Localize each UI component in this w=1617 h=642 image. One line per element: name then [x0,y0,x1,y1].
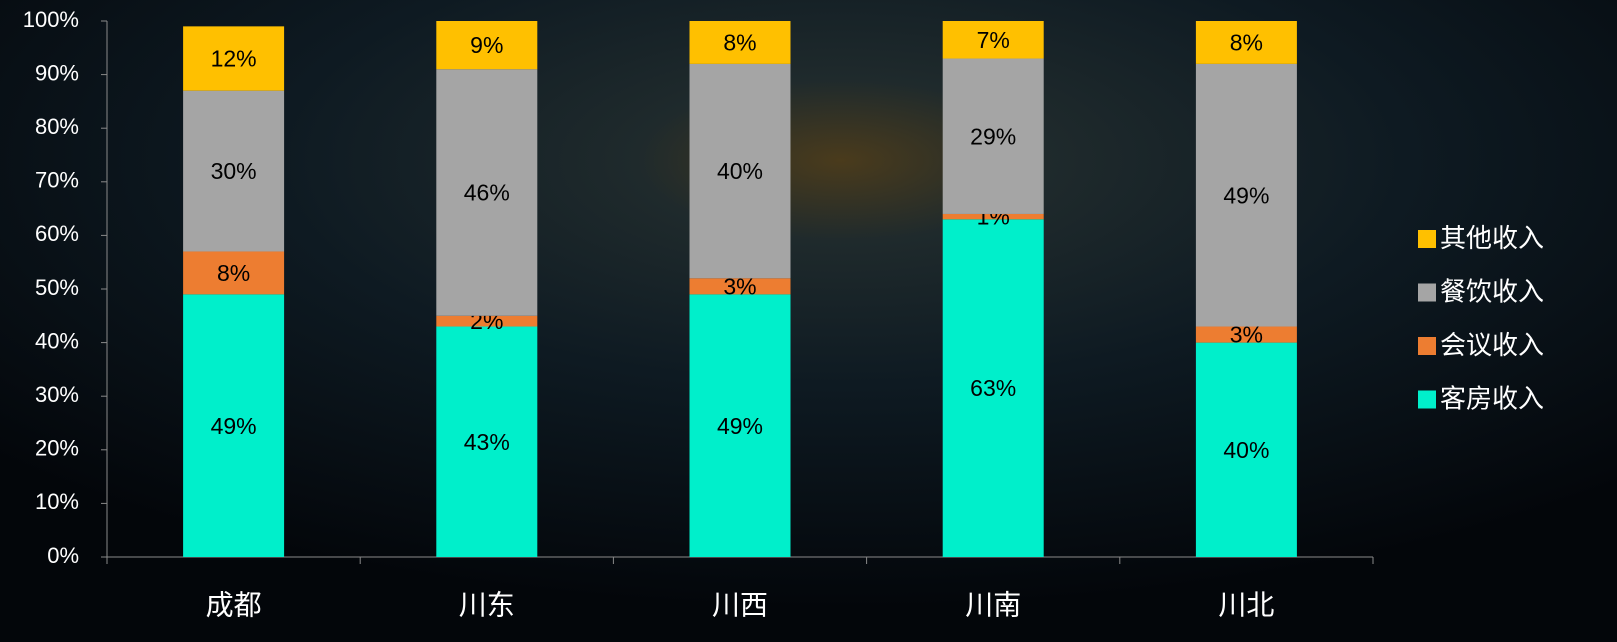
y-tick-label: 70% [35,168,79,193]
data-label: 40% [717,158,763,184]
legend-label: 餐饮收入 [1440,276,1544,306]
bar-segment [689,278,791,295]
bar-segment [689,63,791,279]
x-tick-label: 川东 [459,589,515,620]
bar-segment [942,21,1044,59]
bar-segment [942,58,1044,214]
bar-segment [1195,326,1297,343]
bar-segment [183,251,285,295]
bar-segment [942,213,1044,220]
y-tick-label: 100% [23,7,79,32]
data-label: 43% [464,429,510,455]
y-tick-label: 50% [35,275,79,300]
data-label: 63% [970,375,1016,401]
legend-swatch [1418,337,1436,355]
data-label: 8% [723,30,756,56]
data-label: 12% [211,46,257,72]
x-tick-label: 川北 [1218,589,1274,620]
data-label: 30% [211,158,257,184]
x-tick-label: 川南 [965,589,1021,620]
y-tick-label: 90% [35,60,79,85]
x-tick-label: 成都 [206,589,262,620]
data-label: 8% [1230,30,1263,56]
bar-segment [1195,63,1297,327]
data-label: 46% [464,180,510,206]
legend-swatch [1418,230,1436,248]
y-tick-label: 10% [35,489,79,514]
data-label: 49% [1223,182,1269,208]
bar-segment [436,315,538,327]
data-label: 8% [217,260,250,286]
data-label: 7% [977,27,1010,53]
bar-segment [689,21,791,64]
y-tick-label: 80% [35,114,79,139]
bar-segment [942,219,1044,557]
bar-segment [689,294,791,557]
legend-swatch [1418,283,1436,302]
legend-swatch [1418,390,1436,409]
bar-segment [436,326,538,557]
y-tick-label: 60% [35,221,79,246]
bar-segment [183,90,285,252]
x-tick-label: 川西 [712,589,768,620]
y-tick-label: 20% [35,436,79,461]
data-label: 49% [211,413,257,439]
legend-label: 会议收入 [1440,330,1544,360]
data-label: 9% [470,32,503,58]
bar-segment [436,21,538,70]
bar-segment [183,294,285,557]
y-tick-label: 40% [35,328,79,353]
bar-segment [1195,342,1297,557]
data-label: 29% [970,123,1016,149]
bar-segment [1195,21,1297,64]
bar-segment [183,26,285,91]
data-label: 40% [1223,437,1269,463]
bar-segment [436,69,538,316]
y-tick-label: 30% [35,382,79,407]
legend-label: 客房收入 [1440,383,1544,413]
legend-label: 其他收入 [1440,223,1544,253]
data-label: 49% [717,413,763,439]
y-tick-label: 0% [47,543,79,568]
